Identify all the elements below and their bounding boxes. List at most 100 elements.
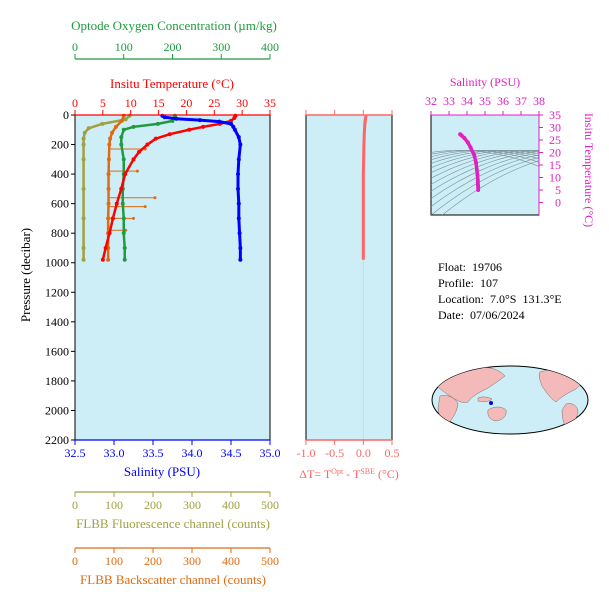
float-value: 19706 — [472, 260, 503, 274]
salinity-point — [236, 135, 241, 140]
ts-point — [468, 145, 473, 150]
ts-temperature-tick-label: 5 — [555, 183, 561, 197]
temperature-point — [232, 115, 237, 120]
temperature-point — [153, 136, 158, 141]
oxygen-point — [119, 135, 124, 140]
salinity-series-line — [161, 114, 242, 260]
temperature-tick-label: 20 — [180, 96, 192, 110]
world-map — [431, 365, 589, 435]
ts-salinity-tick-label: 36 — [497, 94, 509, 108]
oxygen-point — [122, 245, 127, 250]
oxygen-tick-label: 300 — [212, 40, 230, 54]
salinity-axis-label: Salinity (PSU) — [124, 464, 200, 479]
fluorescence-tick-label: 100 — [105, 498, 123, 512]
isopycnal-line — [431, 150, 539, 163]
oxygen-point — [121, 127, 126, 132]
salinity-point — [217, 119, 222, 124]
ts-temperature-tick-label: 20 — [549, 146, 561, 160]
fluorescence-point — [86, 126, 91, 131]
fluorescence-tick-label: 500 — [261, 498, 279, 512]
fluorescence-tick-label: 200 — [144, 498, 162, 512]
isopycnal-line — [431, 150, 539, 160]
isopycnal-line — [431, 151, 539, 192]
isopycnal-line — [431, 150, 539, 185]
temperature-point — [103, 245, 108, 250]
delta-tick-label: 0.5 — [385, 446, 400, 460]
map-land-south-america — [561, 403, 579, 433]
temperature-point — [131, 157, 136, 162]
backscatter-point — [113, 124, 118, 129]
backscatter-tick-label: 300 — [183, 554, 201, 568]
fluorescence-tick-label: 0 — [72, 498, 78, 512]
pressure-tick-label: 2200 — [45, 433, 69, 447]
temperature-point — [137, 149, 142, 154]
delta-tick-label: 0.0 — [356, 446, 371, 460]
fluorescence-axis-label: FLBB Fluorescence channel (counts) — [76, 516, 270, 531]
profile-value: 107 — [480, 276, 498, 290]
backscatter-point — [106, 257, 111, 262]
temperature-point — [119, 186, 124, 191]
backscatter-point — [106, 186, 111, 191]
backscatter-spike-point — [132, 216, 135, 220]
map-land-australia — [487, 406, 507, 422]
pressure-tick-label: 1800 — [45, 374, 69, 388]
pressure-tick-label: 400 — [51, 167, 69, 181]
oxygen-point — [155, 121, 160, 126]
isopycnal-line — [431, 157, 539, 215]
salinity-point — [238, 142, 243, 147]
float-label: Float: — [438, 260, 467, 274]
pressure-axis-label: Pressure (decibar) — [18, 228, 33, 322]
profile-panel: 0200400600800100012001400160018002000220… — [18, 18, 281, 587]
fluorescence-point — [81, 136, 86, 141]
float-info: Float: 19706 — [432, 245, 502, 275]
oxygen-point — [131, 124, 136, 129]
profile-label: Profile: — [438, 276, 474, 290]
temperature-tick-label: 15 — [153, 96, 165, 110]
salinity-point — [236, 186, 241, 191]
fluorescence-point — [123, 117, 128, 122]
fluorescence-point — [81, 142, 86, 147]
ts-salinity-tick-label: 38 — [533, 94, 545, 108]
backscatter-point — [106, 157, 111, 162]
fluorescence-tick-label: 300 — [183, 498, 201, 512]
pressure-tick-label: 1200 — [45, 285, 69, 299]
salinity-point — [197, 118, 202, 123]
map-land-indonesia — [477, 396, 493, 402]
ts-temperature-tick-label: 30 — [549, 121, 561, 135]
backscatter-tick-label: 0 — [72, 554, 78, 568]
backscatter-tick-label: 400 — [222, 554, 240, 568]
ts-salinity-tick-label: 33 — [443, 94, 455, 108]
temperature-tick-label: 10 — [125, 96, 137, 110]
oxygen-point — [170, 118, 175, 123]
ts-salinity-tick-label: 35 — [479, 94, 491, 108]
ts-temperature-tick-label: 25 — [549, 133, 561, 147]
oxygen-tick-label: 200 — [164, 40, 182, 54]
pressure-tick-label: 200 — [51, 138, 69, 152]
fluorescence-point — [81, 157, 86, 162]
oxygen-tick-label: 100 — [115, 40, 133, 54]
fluorescence-series-line — [82, 114, 131, 260]
salinity-point — [238, 245, 243, 250]
oxygen-tick-label: 400 — [261, 40, 279, 54]
salinity-point — [231, 124, 236, 129]
ts-point — [459, 133, 464, 138]
profile-plot-area — [74, 114, 271, 441]
ts-salinity-tick-label: 32 — [425, 94, 437, 108]
salinity-tick-label: 33.0 — [104, 446, 125, 460]
location-value: 7.0°S 131.3°E — [489, 292, 562, 306]
float-location-marker — [489, 401, 493, 405]
backscatter-point — [121, 113, 126, 118]
profile-info: Profile: 107 — [432, 261, 498, 291]
ts-point — [474, 168, 479, 172]
oxygen-point — [122, 257, 127, 262]
ts-point — [474, 160, 478, 165]
delta-plot-area — [305, 114, 393, 441]
temperature-tick-label: 35 — [264, 96, 276, 110]
temperature-axis-label: Insitu Temperature (°C) — [110, 76, 234, 91]
fluorescence-point — [81, 245, 86, 250]
backscatter-point — [119, 118, 124, 123]
delta-panel: -1.0 -0.5 0.0 0.5 ΔT= TOpt - TSBE (°C) — [297, 110, 400, 481]
pressure-tick-label: 1600 — [45, 344, 69, 358]
temperature-tick-label: 0 — [72, 96, 78, 110]
